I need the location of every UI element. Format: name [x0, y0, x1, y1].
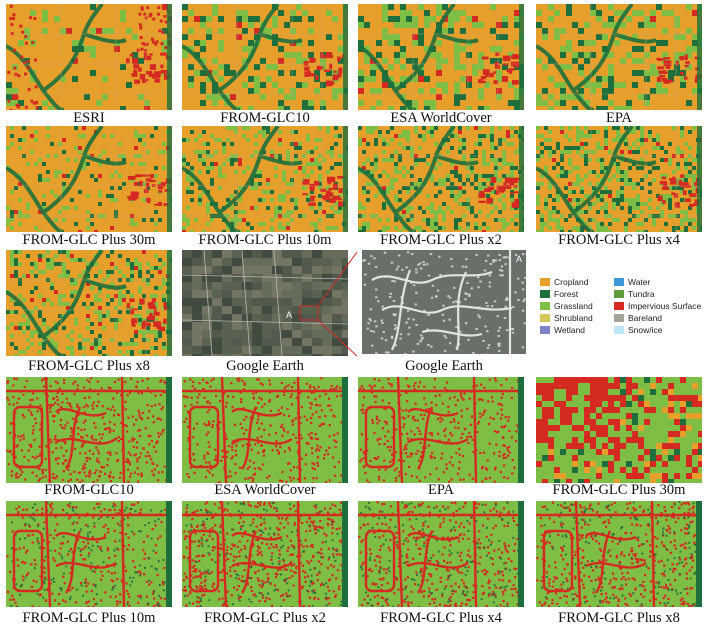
satellite-image: A — [362, 250, 526, 354]
legend-swatch — [540, 302, 550, 310]
legend-label: Wetland — [554, 325, 586, 335]
panel-caption: ESA WorldCover — [214, 482, 316, 498]
panel-caption: FROM-GLC10 — [44, 482, 134, 498]
panel-caption: EPA — [605, 110, 633, 126]
legend-item: Forest — [540, 289, 578, 300]
land-cover-map — [358, 126, 524, 232]
map-panel-r2c4 — [536, 126, 702, 232]
legend-item: Wetland — [540, 325, 585, 336]
map-panel-r2c1 — [6, 126, 172, 232]
panel-caption: FROM-GLC10 — [220, 110, 310, 126]
map-panel-r4c3 — [358, 377, 524, 483]
legend-item: Cropland — [540, 277, 589, 288]
panel-caption: ESRI — [73, 110, 105, 126]
map-panel-r5c4 — [536, 501, 702, 607]
map-panel-r1c1 — [6, 4, 172, 110]
land-cover-map — [6, 126, 172, 232]
map-panel-r3c2: A — [182, 250, 348, 356]
legend-item: Impervious Surface — [614, 301, 701, 312]
land-cover-map — [6, 4, 172, 110]
land-cover-map — [182, 126, 348, 232]
panel-caption: FROM-GLC Plus x8 — [28, 358, 150, 374]
panel-caption: FROM-GLC Plus 30m — [22, 232, 156, 248]
legend-label: Bareland — [628, 313, 663, 323]
legend-label: Forest — [554, 289, 579, 299]
panel-caption: FROM-GLC Plus 30m — [552, 482, 686, 498]
land-cover-map — [6, 501, 172, 607]
legend-item: Bareland — [614, 313, 662, 324]
legend-item: Tundra — [614, 289, 655, 300]
land-cover-map — [536, 377, 702, 483]
legend-label: Tundra — [628, 289, 655, 299]
map-panel-r2c2 — [182, 126, 348, 232]
panel-caption: FROM-GLC Plus x2 — [204, 610, 326, 626]
legend-swatch — [614, 302, 624, 310]
land-cover-map — [536, 4, 702, 110]
legend-swatch — [614, 314, 624, 322]
land-cover-legend: Cropland Forest Grassland Shrubland Wetland W… — [540, 277, 708, 337]
legend-item: Shrubland — [540, 313, 593, 324]
panel-caption: FROM-GLC Plus x8 — [558, 610, 680, 626]
map-panel-r5c2 — [182, 501, 348, 607]
map-panel-r1c4 — [536, 4, 702, 110]
panel-caption: FROM-GLC Plus x4 — [558, 232, 680, 248]
legend-swatch — [614, 278, 624, 286]
map-panel-r3c3: A — [362, 250, 526, 354]
map-panel-r5c1 — [6, 501, 172, 607]
panel-caption: Google Earth — [226, 358, 304, 374]
legend-item: Grassland — [540, 301, 593, 312]
legend-swatch — [540, 314, 550, 322]
map-panel-r1c2 — [182, 4, 348, 110]
panel-caption: ESA WorldCover — [390, 110, 492, 126]
map-panel-r3c1 — [6, 250, 172, 356]
legend-label: Grassland — [554, 301, 593, 311]
panel-caption: FROM-GLC Plus x2 — [380, 232, 502, 248]
map-panel-r2c3 — [358, 126, 524, 232]
panel-caption: FROM-GLC Plus 10m — [198, 232, 332, 248]
legend-label: Shrubland — [554, 313, 593, 323]
legend-label: Water — [628, 277, 651, 287]
satellite-image: A — [182, 250, 348, 356]
land-cover-map — [358, 377, 524, 483]
land-cover-map — [358, 4, 524, 110]
legend-label: Cropland — [554, 277, 589, 287]
legend-swatch — [614, 326, 624, 334]
legend-label: Snow/ice — [628, 325, 663, 335]
panel-caption: Google Earth — [405, 358, 483, 374]
map-panel-r5c3 — [358, 501, 524, 607]
land-cover-map — [6, 250, 172, 356]
panel-caption: FROM-GLC Plus 10m — [22, 610, 156, 626]
land-cover-map — [182, 4, 348, 110]
map-panel-r4c4 — [536, 377, 702, 483]
legend-item: Water — [614, 277, 650, 288]
land-cover-map — [182, 377, 348, 483]
map-panel-r1c3 — [358, 4, 524, 110]
land-cover-map — [182, 501, 348, 607]
map-panel-r4c1 — [6, 377, 172, 483]
point-marker-label: A — [516, 254, 522, 264]
map-panel-r4c2 — [182, 377, 348, 483]
legend-item: Snow/ice — [614, 325, 663, 336]
legend-label: Impervious Surface — [628, 301, 702, 311]
land-cover-map — [536, 501, 702, 607]
land-cover-map — [358, 501, 524, 607]
panel-caption: FROM-GLC Plus x4 — [380, 610, 502, 626]
legend-swatch — [540, 290, 550, 298]
land-cover-map — [536, 126, 702, 232]
legend-swatch — [540, 326, 550, 334]
land-cover-map — [6, 377, 172, 483]
legend-swatch — [614, 290, 624, 298]
legend-swatch — [540, 278, 550, 286]
point-marker-label: A — [286, 310, 292, 320]
panel-caption: EPA — [427, 482, 455, 498]
